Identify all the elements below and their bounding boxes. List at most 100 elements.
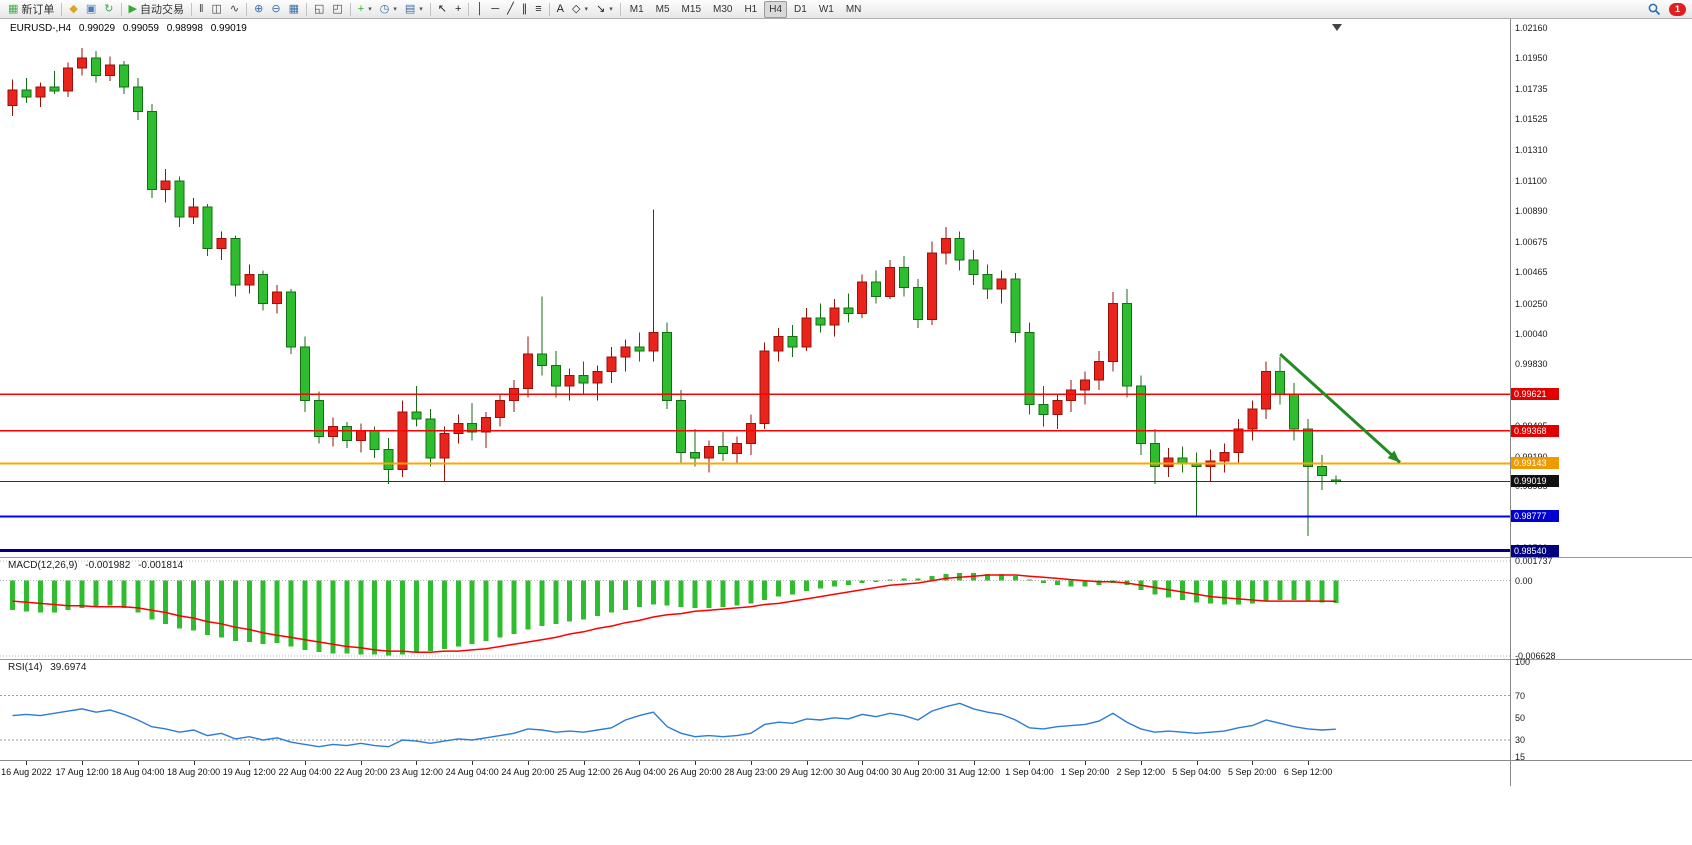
candle — [968, 259, 979, 276]
macd-histogram-bar — [37, 580, 43, 613]
macd-histogram-bar — [79, 580, 85, 608]
price-axis-label: 1.00465 — [1515, 267, 1548, 278]
macd-histogram-bar — [107, 580, 113, 606]
timeframe-button-w1[interactable]: W1 — [818, 3, 834, 15]
data-window-button[interactable]: ▣ — [82, 0, 100, 18]
new-order-button-label: 新订单 — [21, 4, 55, 16]
timeframe-button-m1[interactable]: M1 — [629, 3, 644, 15]
candle — [1094, 360, 1105, 381]
candle — [885, 266, 896, 297]
macd-histogram-bar — [218, 580, 224, 638]
autotrading-icon: ▶ — [128, 3, 137, 15]
bar-chart-button[interactable]: ‖ — [195, 0, 208, 18]
zoom-out-button[interactable]: ⊖ — [267, 0, 284, 18]
macd-pane-canvas[interactable] — [0, 558, 1510, 659]
time-axis-label: 6 Sep 12:00 — [1283, 767, 1333, 777]
new-order-button[interactable]: ▦ 新订单 — [4, 0, 58, 18]
symbol-period-label: EURUSD-,H4 — [10, 23, 72, 34]
fibonacci-button[interactable]: ≡ — [531, 0, 545, 18]
autotrading-button[interactable]: ▶ 自动交易 — [125, 0, 188, 18]
indicators-button[interactable]: + ▾ — [354, 0, 376, 18]
time-tick — [750, 761, 752, 765]
timeframe-button-h4[interactable]: H4 — [764, 0, 788, 18]
market-watch-button[interactable]: ◆ — [65, 0, 81, 18]
candle — [982, 274, 993, 290]
candle — [1316, 466, 1327, 476]
time-axis[interactable]: 16 Aug 2022 17 Aug 12:00 18 Aug 04:00 18 Au… — [0, 760, 1692, 787]
candle — [258, 274, 269, 305]
crosshair-button[interactable]: + — [451, 0, 465, 18]
channel-button[interactable]: ∥ — [518, 0, 532, 18]
timeframe-button-d1[interactable]: D1 — [794, 3, 807, 15]
rsi-pane-divider[interactable] — [0, 659, 1692, 660]
toolbar-separator — [305, 2, 307, 16]
macd-histogram-bar — [483, 580, 489, 641]
timeframe-button-m30[interactable]: M30 — [713, 3, 733, 15]
toolbar-separator — [246, 2, 248, 16]
rsi-pane-canvas[interactable] — [0, 660, 1510, 760]
time-axis-label: 19 Aug 12:00 — [222, 767, 276, 777]
candle — [341, 425, 352, 442]
chart-shift-marker[interactable] — [1332, 24, 1342, 31]
main-toolbar: ▦ 新订单 ◆ ▣ ↻ ▶ 自动交易 ‖ ◫ ∿ ⊕ ⊖ ▦ ◱ ◰ + ▾ ◷ ▾ ▤ ▾ ↖ + │ ─ ╱ ∥ ≡ A ◇ ▾ ↘ ▾ M1… — [0, 0, 1692, 19]
candle — [717, 446, 728, 455]
trend-arrow[interactable] — [1279, 352, 1401, 464]
time-axis-label: 2 Sep 12:00 — [1116, 767, 1166, 777]
price-axis-label: 1.00675 — [1515, 237, 1548, 248]
cascade-windows-button[interactable]: ◰ — [328, 0, 346, 18]
horizontal-line-button[interactable]: ─ — [487, 0, 503, 18]
candle — [620, 346, 631, 358]
time-axis-label: 30 Aug 20:00 — [891, 767, 945, 777]
candle — [369, 430, 380, 450]
timeframe-button-m5[interactable]: M5 — [655, 3, 670, 15]
candle — [495, 399, 506, 419]
grid-button[interactable]: ▦ — [285, 0, 303, 18]
macd-histogram-bar — [929, 576, 935, 581]
macd-histogram-bar — [1082, 580, 1088, 587]
candle — [1219, 451, 1230, 462]
macd-histogram-bar — [1180, 580, 1186, 600]
timeframe-button-h1[interactable]: H1 — [744, 3, 758, 15]
candle — [7, 89, 18, 107]
toolbar-right: 1 — [1644, 0, 1688, 18]
search-button[interactable] — [1644, 0, 1665, 18]
arrows-tool-button[interactable]: ↘ ▾ — [592, 0, 617, 18]
macd-histogram-bar — [1026, 579, 1032, 581]
macd-histogram-bar — [887, 579, 893, 581]
templates-button[interactable]: ▤ ▾ — [401, 0, 427, 18]
shapes-button[interactable]: ◇ ▾ — [568, 0, 592, 18]
time-axis-label: 26 Aug 04:00 — [612, 767, 666, 777]
line-chart-button[interactable]: ∿ — [226, 0, 243, 18]
cursor-button[interactable]: ↖ — [434, 0, 451, 18]
candle — [1261, 370, 1272, 410]
timeframe-button-mn[interactable]: MN — [845, 3, 862, 15]
price-chart-canvas[interactable] — [0, 19, 1510, 557]
macd-histogram-bar — [1207, 580, 1213, 604]
bar-chart-icon: ‖ — [198, 3, 204, 15]
candle — [453, 422, 464, 435]
timeframe-button-m15[interactable]: M15 — [681, 3, 701, 15]
candle — [815, 317, 826, 326]
rsi-line — [12, 702, 1336, 748]
macd-signal-value: -0.001814 — [138, 560, 184, 571]
trendline-button[interactable]: ╱ — [503, 0, 518, 18]
notification-badge[interactable]: 1 — [1669, 2, 1686, 16]
candlestick-chart-button[interactable]: ◫ — [208, 0, 226, 18]
candle — [411, 411, 422, 420]
text-tool-button[interactable]: A — [553, 0, 568, 18]
periods-button[interactable]: ◷ ▾ — [376, 0, 401, 18]
macd-histogram-bar — [274, 580, 280, 644]
macd-histogram-bar — [246, 580, 252, 642]
price-axis-label: 0.98775 — [1515, 511, 1548, 522]
price-axis-label: 1.02160 — [1515, 22, 1548, 33]
candle — [202, 206, 213, 250]
time-tick — [527, 761, 529, 765]
vertical-line-button[interactable]: │ — [472, 0, 487, 18]
navigator-button[interactable]: ↻ — [100, 0, 117, 18]
tile-windows-button[interactable]: ◱ — [310, 0, 328, 18]
price-axis-label: 1.01735 — [1515, 84, 1548, 95]
macd-pane-divider[interactable] — [0, 557, 1692, 558]
candle — [745, 422, 756, 445]
zoom-in-button[interactable]: ⊕ — [250, 0, 267, 18]
macd-histogram-bar — [51, 580, 57, 613]
